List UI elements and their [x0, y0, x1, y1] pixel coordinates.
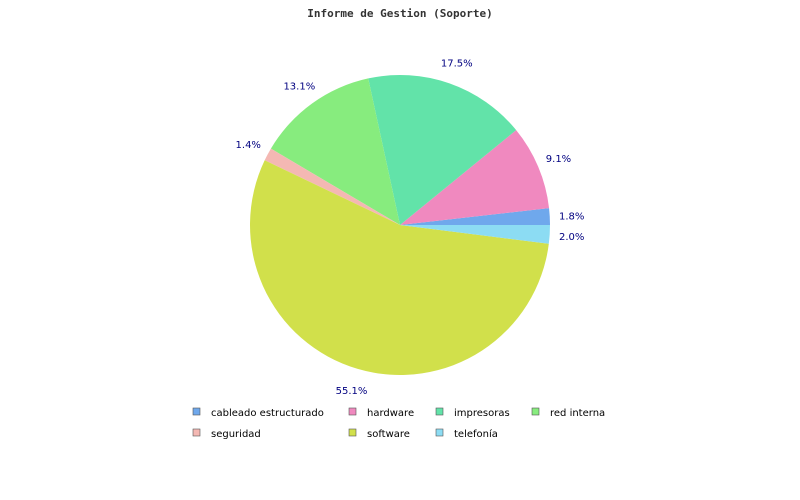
legend-label: impresoras	[454, 408, 510, 419]
legend-item: impresoras	[435, 407, 510, 419]
legend-item: cableado estructurado	[192, 407, 324, 419]
percent-label: 2.0%	[559, 232, 584, 243]
legend-swatch	[531, 407, 540, 416]
legend-label: telefonía	[454, 428, 498, 440]
pie-slice-cableado-estructurado	[400, 208, 550, 225]
pie-percent-labels: 1.8% 9.1% 17.5% 13.1% 1.4% 55.1% 2.0%	[236, 59, 585, 397]
legend-item: seguridad	[192, 428, 261, 440]
legend-item: software	[348, 428, 410, 440]
percent-label: 55.1%	[336, 386, 368, 397]
percent-label: 1.4%	[236, 140, 261, 151]
legend-swatch	[348, 428, 357, 437]
pie-slice-telefonia	[400, 225, 550, 244]
percent-label: 1.8%	[559, 211, 584, 222]
pie-slice-red-interna	[270, 78, 400, 225]
legend: cableado estructurado hardware impresoras r…	[192, 407, 605, 440]
percent-label: 9.1%	[546, 154, 571, 165]
legend-swatch	[435, 407, 444, 416]
legend-swatch	[192, 428, 201, 437]
pie-slice-seguridad	[264, 148, 400, 225]
legend-item: red interna	[531, 407, 605, 419]
legend-label: red interna	[550, 408, 605, 419]
legend-swatch	[435, 428, 444, 437]
legend-label: software	[367, 429, 410, 440]
legend-label: hardware	[367, 408, 414, 419]
legend-label: cableado estructurado	[211, 408, 324, 419]
legend-swatch	[348, 407, 357, 416]
legend-label: seguridad	[211, 429, 261, 440]
legend-item: telefonía	[435, 428, 498, 440]
chart-title: Informe de Gestion (Soporte)	[307, 7, 492, 20]
pie-slice-software	[250, 160, 549, 375]
legend-item: hardware	[348, 407, 414, 419]
percent-label: 17.5%	[441, 59, 473, 70]
pie-slice-hardware	[400, 130, 550, 225]
legend-swatch	[192, 407, 201, 416]
percent-label: 13.1%	[283, 82, 315, 93]
pie-slices	[250, 75, 550, 375]
pie-slice-impresoras	[368, 75, 517, 225]
